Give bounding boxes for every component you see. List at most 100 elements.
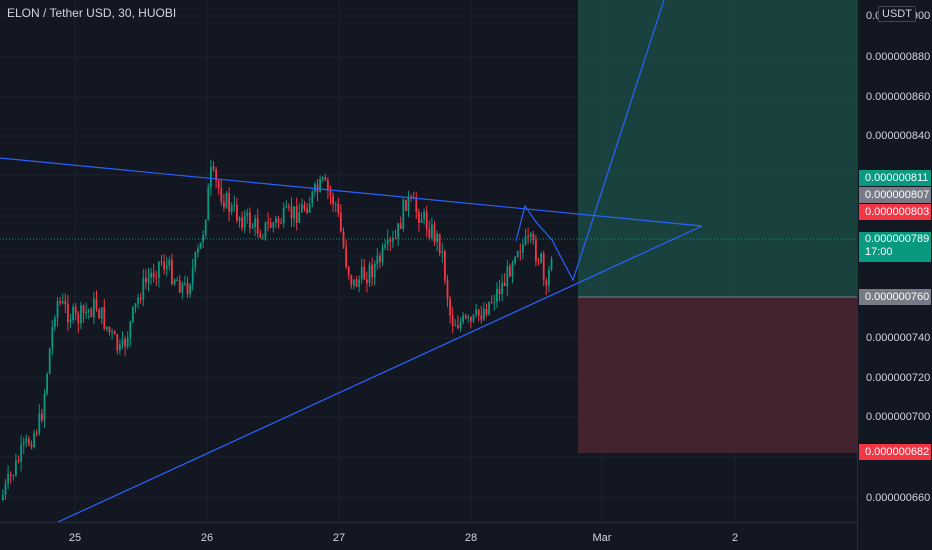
candle-body bbox=[308, 203, 311, 213]
candle-body bbox=[496, 288, 498, 302]
candle-body bbox=[210, 166, 212, 188]
candle-body bbox=[516, 251, 519, 258]
candle-body bbox=[126, 337, 129, 347]
candle-body bbox=[113, 331, 116, 335]
candle-body bbox=[199, 242, 202, 249]
candle-body bbox=[381, 247, 384, 262]
candle-body bbox=[527, 236, 529, 238]
time-tick: 27 bbox=[332, 532, 346, 544]
candle-body bbox=[524, 236, 527, 245]
candle-body bbox=[366, 279, 368, 284]
candle-body bbox=[475, 309, 477, 315]
candle-body bbox=[529, 234, 532, 237]
red-level-price-label: 0.000000803 bbox=[859, 204, 931, 220]
chart-area[interactable]: ELON / Tether USD, 30, HUOBI bbox=[0, 0, 857, 522]
candle-body bbox=[514, 257, 516, 264]
last-price-value: 0.000000789 bbox=[865, 233, 930, 245]
upper-trendline bbox=[0, 157, 703, 227]
price-tick: 0.000000880 bbox=[866, 51, 931, 63]
candle-body bbox=[329, 190, 332, 196]
candle-body bbox=[51, 326, 54, 349]
candle-body bbox=[111, 331, 113, 333]
candle-body bbox=[282, 207, 285, 224]
candle-body bbox=[277, 218, 280, 223]
candle-body bbox=[444, 251, 446, 281]
candle-body bbox=[35, 432, 38, 434]
candle-body bbox=[194, 252, 197, 268]
candle-body bbox=[30, 444, 33, 448]
candle-body bbox=[256, 218, 259, 234]
candle-body bbox=[228, 193, 230, 212]
candle-body bbox=[467, 317, 470, 319]
candle-body bbox=[7, 474, 9, 484]
candle-body bbox=[298, 212, 301, 223]
candle-body bbox=[67, 304, 69, 323]
candlestick-chart[interactable] bbox=[0, 0, 857, 522]
candle-body bbox=[215, 169, 217, 181]
candle-body bbox=[129, 321, 132, 338]
candle-body bbox=[17, 460, 20, 462]
candle-body bbox=[85, 311, 87, 314]
candle-body bbox=[441, 251, 444, 254]
candle-body bbox=[186, 282, 189, 295]
candle-body bbox=[181, 283, 184, 293]
price-tick: 0.000000860 bbox=[866, 91, 931, 103]
candle-body bbox=[189, 284, 191, 295]
candle-body bbox=[48, 348, 51, 374]
candle-body bbox=[155, 277, 158, 279]
candle-body bbox=[77, 313, 80, 324]
candle-body bbox=[394, 238, 397, 240]
candle-body bbox=[519, 251, 522, 253]
candle-body bbox=[264, 222, 267, 238]
time-tick: Mar bbox=[592, 532, 612, 544]
candle-body bbox=[41, 413, 43, 421]
candle-body bbox=[545, 280, 548, 286]
candle-body bbox=[537, 261, 540, 263]
candle-body bbox=[384, 244, 386, 248]
candle-body bbox=[160, 261, 163, 263]
candle-body bbox=[295, 206, 298, 223]
price-scale[interactable]: 0.000000900 0.000000880 0.000000860 0.00… bbox=[857, 0, 932, 550]
candle-body bbox=[236, 204, 238, 221]
candle-body bbox=[454, 325, 457, 327]
candle-body bbox=[509, 266, 511, 277]
candle-body bbox=[350, 275, 353, 285]
candle-body bbox=[46, 373, 48, 394]
candle-body bbox=[22, 441, 25, 445]
candle-body bbox=[425, 211, 428, 230]
candle-body bbox=[147, 277, 150, 283]
candle-body bbox=[80, 305, 82, 324]
candle-body bbox=[423, 211, 425, 220]
price-tick: 0.000000700 bbox=[866, 411, 931, 423]
time-scale[interactable]: 25 26 27 28 Mar 2 bbox=[0, 522, 857, 550]
candle-body bbox=[20, 444, 22, 462]
candle-body bbox=[56, 301, 59, 319]
candle-body bbox=[319, 179, 321, 192]
time-tick: 2 bbox=[731, 532, 739, 544]
currency-badge[interactable]: USDT bbox=[878, 6, 916, 22]
candle-body bbox=[405, 199, 407, 211]
price-tick: 0.000000740 bbox=[866, 332, 931, 344]
candle-body bbox=[368, 264, 371, 284]
symbol-title[interactable]: ELON / Tether USD, 30, HUOBI bbox=[7, 6, 177, 20]
candle-body bbox=[124, 338, 126, 347]
candle-body bbox=[402, 199, 405, 229]
candle-body bbox=[150, 272, 152, 278]
candle-body bbox=[202, 234, 204, 243]
candle-body bbox=[483, 308, 485, 320]
profit-zone bbox=[578, 0, 857, 297]
lower-trendline bbox=[57, 225, 703, 522]
candle-body bbox=[87, 309, 90, 312]
candle-body bbox=[342, 231, 345, 247]
candle-body bbox=[355, 279, 358, 287]
bar-countdown: 17:00 bbox=[865, 246, 893, 258]
candle-body bbox=[314, 184, 316, 192]
candle-body bbox=[100, 307, 103, 319]
candle-body bbox=[95, 298, 98, 310]
candle-body bbox=[204, 220, 207, 235]
last-price-label: 0.000000789 17:00 bbox=[859, 232, 931, 262]
time-tick: 28 bbox=[464, 532, 478, 544]
candle-body bbox=[522, 244, 524, 253]
candle-body bbox=[163, 261, 165, 270]
candle-body bbox=[532, 234, 535, 241]
